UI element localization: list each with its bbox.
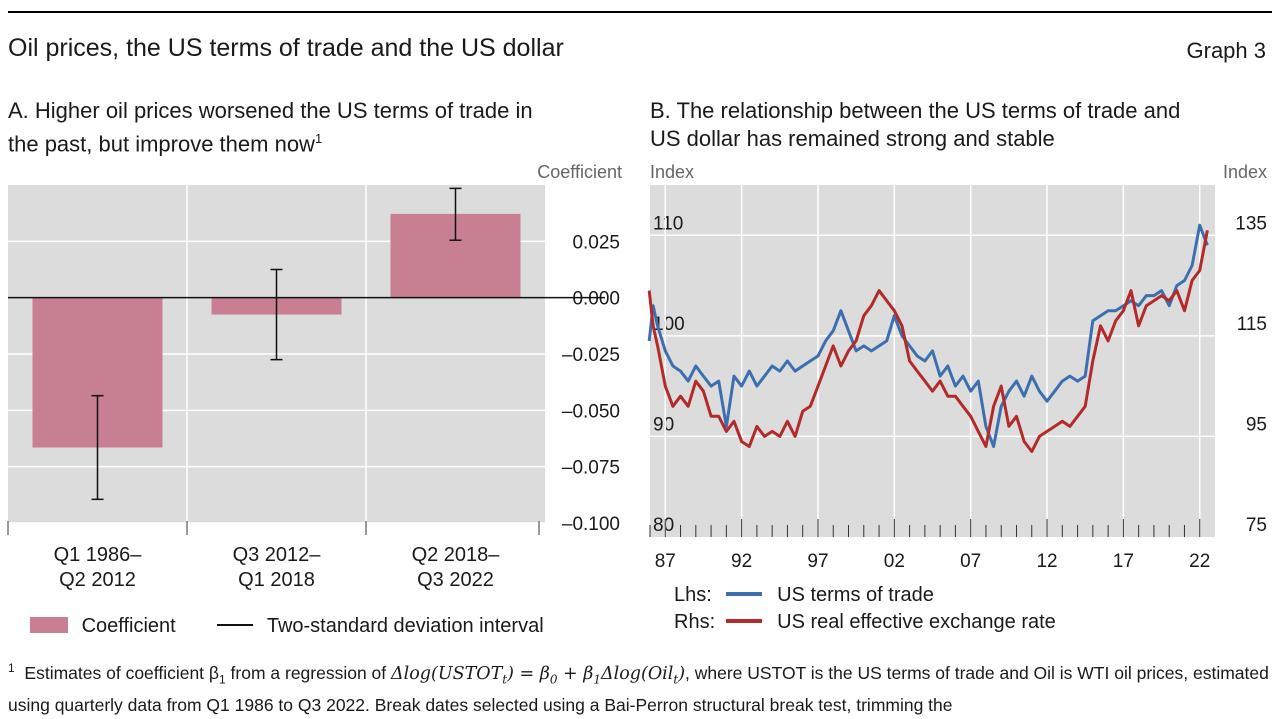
y-axis-label: Coefficient [537,162,622,182]
panel-b-title-line1: B. The relationship between the US terms… [650,98,1181,123]
category-label: Q2 2012 [59,569,136,591]
y-tick-label: 0.000 [572,289,620,310]
y-left-axis-label: Index [650,162,694,182]
legend-swatch-coefficient [30,617,68,633]
legend-lhs-prefix: Lhs: [674,584,712,606]
legend-row-rhs: Rhs: US real effective exchange rate [674,609,1056,636]
x-tick-label: 92 [731,551,752,572]
category-label: Q1 1986– [54,544,143,566]
y-tick-label: –0.100 [562,514,620,535]
category-label: Q2 2018– [412,544,501,566]
x-tick-label: 02 [884,551,905,572]
top-rule [8,11,1272,13]
panel-a-bar-chart: –0.100 –0.075 –0.050 –0.025 0.000 0.025 Coeffi… [7,162,622,591]
y-right-tick-label: 75 [1246,515,1267,536]
legend-label-coefficient: Coefficient [81,615,176,637]
category-label: Q1 2018 [238,569,315,591]
panel-b-legend: Lhs: US terms of trade Rhs: US real effe… [674,582,1056,636]
graph-number: Graph 3 [1186,38,1267,63]
y-left-tick-label: 90 [653,414,674,435]
y-left-tick-label: 100 [653,314,685,335]
x-tick-label: 97 [807,551,828,572]
panel-b-title: B. The relationship between the US terms… [650,97,1180,153]
regression-equation: Δlog(USTOTt) = β0 + β1Δlog(Oilt) [391,663,686,687]
y-tick-label: –0.050 [562,401,620,422]
footnote: 1 Estimates of coefficient β1 from a reg… [8,661,1269,716]
legend-label-interval: Two-standard deviation interval [266,615,544,637]
footnote-mark: 1 [314,131,323,146]
legend-swatch-interval [217,624,254,626]
y-left-tick-label: 110 [653,213,683,234]
x-tick-label: 12 [1036,551,1057,572]
y-tick-label: –0.025 [562,345,620,366]
x-tick-label: 07 [960,551,981,572]
category-label: Q3 2012– [233,544,322,566]
legend-swatch-reer [725,619,762,623]
y-tick-label: 0.025 [572,232,620,253]
x-tick-label: 17 [1113,551,1134,572]
graph-title: Oil prices, the US terms of trade and th… [8,34,564,62]
panel-a-title-line2: the past, but improve them now1 [8,131,323,157]
x-tick-label: 22 [1189,551,1210,572]
panel-b-title-line2: US dollar has remained strong and stable [650,126,1055,151]
panel-a-legend: Coefficient Two-standard deviation inter… [30,615,544,638]
panel-a-title: A. Higher oil prices worsened the US ter… [8,97,533,158]
legend-swatch-tot [725,592,762,596]
panel-b-plot-area [650,185,1215,537]
panel-b-line-chart: 80 90 100 110 75 95 115 135 87 92 97 02 07 12 17 22 Inde… [647,162,1267,572]
panel-a-title-line1: A. Higher oil prices worsened the US ter… [8,98,533,123]
y-tick-label: –0.075 [562,458,620,479]
y-right-tick-label: 115 [1237,314,1267,335]
category-label: Q3 2022 [417,569,494,591]
footnote-number: 1 [8,661,15,675]
legend-rhs-prefix: Rhs: [674,611,716,633]
series-line-terms-of-trade [647,223,1209,448]
legend-label-tot: US terms of trade [777,584,934,606]
y-right-tick-label: 95 [1246,414,1267,435]
y-right-axis-label: Index [1223,162,1267,182]
x-tick-label: 87 [655,551,676,572]
legend-label-reer: US real effective exchange rate [777,611,1056,633]
series-line-reer [647,230,1209,453]
y-right-tick-label: 135 [1235,213,1267,234]
y-left-tick-label: 80 [653,515,674,536]
legend-row-lhs: Lhs: US terms of trade [674,582,1056,609]
